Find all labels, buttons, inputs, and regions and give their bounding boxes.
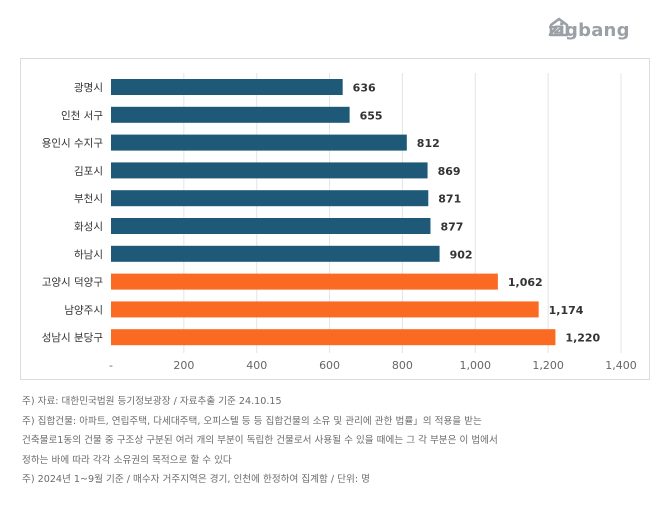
category-label: 용인시 수지구 [42, 138, 104, 150]
value-label: 655 [360, 109, 383, 122]
bar [111, 245, 440, 262]
bar [111, 106, 350, 123]
value-label: 877 [440, 221, 463, 234]
bar [111, 218, 431, 234]
category-label: 인천 서구 [61, 110, 103, 122]
bar-chart: 광명시 636 인천 서구 655 용인시 수지구 812 김포시 869 부천시 871 화성시 8… [42, 73, 637, 372]
bar [111, 329, 556, 346]
footnote-source: 주) 자료: 대한민국법원 등기정보광장 / 자료추출 기준 24.10.15 [22, 396, 282, 407]
x-tick-label: 400 [246, 359, 267, 372]
category-label: 김포시 [74, 165, 103, 177]
zigbang-logo: zigbang [548, 16, 652, 44]
bar [111, 162, 428, 179]
bar [111, 301, 539, 318]
footnote-scope: 주) 2024년 1~9월 기준 / 매수자 거주지역은 경기, 인천에 한정하… [22, 474, 370, 485]
bar [111, 79, 343, 95]
category-label: 고양시 덕양구 [42, 277, 104, 289]
x-tick-label: 1,400 [605, 359, 637, 372]
value-label: 1,220 [565, 332, 600, 345]
zigbang-logo-text: zigbang [548, 19, 630, 41]
bar [111, 273, 498, 290]
value-label: 902 [450, 248, 473, 261]
value-label: 1,062 [508, 276, 543, 289]
bar [111, 190, 429, 207]
value-label: 1,174 [549, 304, 584, 317]
x-tick-label: 600 [319, 359, 340, 372]
bar [111, 134, 407, 151]
category-label: 남양주시 [64, 304, 103, 316]
value-label: 636 [353, 82, 376, 95]
category-label: 성남시 분당구 [42, 332, 104, 344]
value-label: 812 [417, 137, 440, 150]
footnotes: 주) 자료: 대한민국법원 등기정보광장 / 자료추출 기준 24.10.15 … [22, 392, 652, 490]
chart-frame: 광명시 636 인천 서구 655 용인시 수지구 812 김포시 869 부천시 871 화성시 8… [20, 58, 650, 380]
x-tick-label: 1,000 [460, 359, 492, 372]
value-label: 871 [438, 193, 461, 206]
footnote-definition: 주) 집합건물: 아파트, 연립주택, 다세대주택, 오피스텔 등 등 집합건물… [22, 415, 482, 427]
x-tick-label: 200 [173, 359, 194, 372]
x-tick-label: 800 [392, 359, 413, 372]
category-label: 화성시 [74, 221, 103, 233]
zigbang-logo-icon [549, 17, 569, 37]
footnote-definition-cont2: 정하는 바에 따라 각각 소유권의 목적으로 할 수 있다 [22, 454, 232, 466]
x-tick-label: 1,200 [532, 359, 564, 372]
value-label: 869 [438, 165, 461, 178]
x-tick-label: - [109, 359, 113, 372]
category-label: 하남시 [74, 248, 103, 261]
category-label: 광명시 [74, 82, 103, 94]
category-label: 부천시 [74, 193, 103, 205]
footnote-definition-cont1: 건축물로1동의 건물 중 구조상 구분된 여러 개의 부분이 독립한 건물로서 … [22, 435, 498, 446]
